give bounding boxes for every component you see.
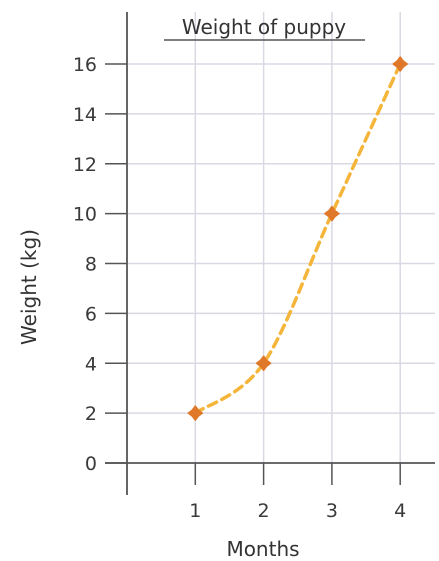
y-tick-label-0: 0 [85,453,97,475]
data-point-3 [324,205,340,222]
y-tick-label-12: 12 [73,154,97,176]
x-tick-label-3: 3 [326,500,338,522]
x-tick-label-4: 4 [394,500,406,522]
series-line [193,62,402,415]
y-tick-label-4: 4 [85,353,97,375]
y-axis-title: Weight (kg) [17,229,41,345]
data-series [187,56,408,421]
grid-lines [127,12,435,463]
chart-title: Weight of puppy [182,15,346,39]
y-tick-label-16: 16 [73,54,97,76]
data-point-2 [255,355,272,371]
y-tick-label-14: 14 [73,104,97,126]
x-tick-label-2: 2 [258,500,270,522]
y-tick-label-2: 2 [85,403,97,425]
y-tick-label-6: 6 [85,303,97,325]
x-tick-label-1: 1 [189,500,201,522]
y-tick-label-10: 10 [73,204,97,226]
data-point-1 [187,405,204,421]
y-tick-label-8: 8 [85,254,97,276]
x-axis-title: Months [226,537,299,561]
data-point-4 [392,56,408,72]
axes [105,12,435,495]
